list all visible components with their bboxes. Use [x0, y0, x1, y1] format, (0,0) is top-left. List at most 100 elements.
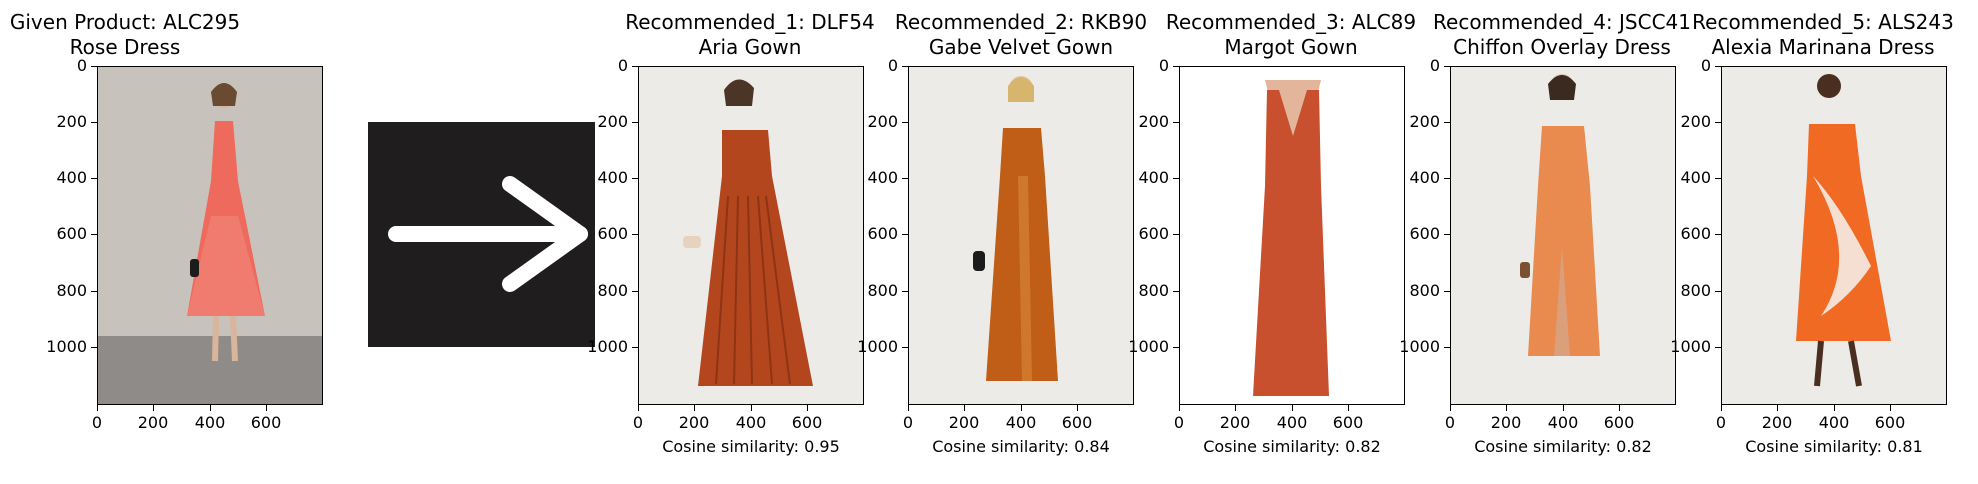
neckline: [1279, 90, 1307, 136]
dress-shape: [698, 130, 813, 386]
panel-title: Recommended_4: JSCC41 Chiffon Overlay Dr…: [1412, 10, 1712, 60]
panel-recommended-4: Recommended_4: JSCC41 Chiffon Overlay Dr…: [1399, 0, 1712, 484]
y-tick-label: 200: [1680, 114, 1721, 130]
panel-title: Recommended_1: DLF54 Aria Gown: [600, 10, 900, 60]
x-tick-label: 200: [1757, 405, 1797, 432]
model-hair: [1008, 77, 1034, 102]
dress-tie-dye: [1813, 176, 1871, 316]
image-axes: 0 200 400 600 800 1000 0 200 400 600: [46, 58, 323, 432]
dress-fade: [187, 216, 265, 316]
y-tick-label: 600: [56, 226, 97, 242]
x-tick-label: 200: [674, 405, 714, 432]
y-tick-label: 0: [888, 58, 908, 74]
y-tick-label: 0: [618, 58, 638, 74]
dress-shape: [1528, 126, 1600, 356]
y-tick-label: 200: [867, 114, 908, 130]
image-axes: 0 200 400 600 800 1000 0 200 400 600: [1128, 58, 1405, 432]
aria-gown-image: [638, 66, 864, 405]
dress-pleats: [715, 195, 791, 385]
panel-recommended-5: Recommended_5: ALS243 Alexia Marinana Dr…: [1670, 0, 1973, 484]
model-hair: [211, 83, 237, 106]
x-tick-label: 0: [77, 405, 117, 432]
image-axes: 0 200 400 600 800 1000 0 200 400 600: [1399, 58, 1676, 432]
handbag: [190, 259, 199, 277]
floor: [97, 336, 323, 405]
clutch: [973, 251, 985, 271]
title-line-2: Gabe Velvet Gown: [928, 35, 1114, 59]
similarity-caption: Cosine similarity: 0.84: [932, 437, 1110, 456]
x-tick-label: 0: [1701, 405, 1741, 432]
y-tick-label: 600: [1409, 226, 1450, 242]
image-axes: 0 200 400 600 800 1000 0 200 400 600: [1670, 58, 1947, 432]
panel-recommended-2: Recommended_2: RKB90 Gabe Velvet Gown 0 …: [857, 0, 1171, 484]
image-axes: 0 200 400 600 800 1000 0 200 400 600: [587, 58, 864, 432]
alexia-marinana-dress-image: [1721, 66, 1947, 405]
x-tick-label: 200: [944, 405, 984, 432]
panel-title: Given Product: ALC295 Rose Dress: [0, 10, 275, 60]
similarity-caption: Cosine similarity: 0.95: [662, 437, 840, 456]
title-line-2: Margot Gown: [1224, 35, 1358, 59]
title-line-1: Recommended_4: JSCC41: [1433, 10, 1691, 34]
y-tick-label: 1000: [1128, 339, 1179, 355]
similarity-caption: Cosine similarity: 0.82: [1203, 437, 1381, 456]
title-line-1: Given Product: ALC295: [9, 10, 241, 34]
y-tick-label: 400: [867, 170, 908, 186]
title-line-2: Aria Gown: [698, 35, 802, 59]
y-tick-label: 1000: [1399, 339, 1450, 355]
y-tick-label: 200: [1138, 114, 1179, 130]
panel-title: Recommended_2: RKB90 Gabe Velvet Gown: [871, 10, 1171, 60]
x-tick-label: 600: [246, 405, 286, 432]
x-tick-label: 400: [1272, 405, 1312, 432]
right-arrow-icon: [388, 176, 588, 292]
x-tick-label: 400: [190, 405, 230, 432]
gabe-velvet-gown-image: [908, 66, 1134, 405]
y-tick-label: 1000: [1670, 339, 1721, 355]
x-tick-label: 200: [133, 405, 173, 432]
x-tick-label: 400: [1001, 405, 1041, 432]
clutch: [683, 236, 701, 248]
x-tick-label: 200: [1215, 405, 1255, 432]
leg-left: [1814, 340, 1824, 387]
similarity-caption: Cosine similarity: 0.82: [1474, 437, 1652, 456]
y-tick-label: 800: [867, 283, 908, 299]
y-tick-label: 0: [77, 58, 97, 74]
model-hair: [1548, 75, 1576, 100]
y-tick-label: 1000: [46, 339, 97, 355]
margot-gown-image: [1179, 66, 1405, 405]
panel-title: Recommended_3: ALC89 Margot Gown: [1141, 10, 1441, 60]
y-tick-label: 400: [597, 170, 638, 186]
x-tick-label: 600: [1870, 405, 1910, 432]
model-head: [1817, 74, 1841, 98]
y-tick-label: 1000: [587, 339, 638, 355]
leg-right: [1848, 340, 1862, 387]
y-tick-label: 600: [597, 226, 638, 242]
y-tick-label: 600: [867, 226, 908, 242]
y-tick-label: 200: [56, 114, 97, 130]
y-tick-label: 0: [1701, 58, 1721, 74]
x-tick-label: 600: [1057, 405, 1097, 432]
y-tick-label: 800: [597, 283, 638, 299]
arrow-panel: [368, 122, 595, 347]
y-tick-label: 0: [1159, 58, 1179, 74]
x-tick-label: 400: [1543, 405, 1583, 432]
overlay-slit: [1554, 246, 1570, 356]
y-tick-label: 800: [1680, 283, 1721, 299]
y-tick-label: 200: [597, 114, 638, 130]
y-tick-label: 0: [1430, 58, 1450, 74]
chiffon-overlay-dress-image: [1450, 66, 1676, 405]
y-tick-label: 600: [1680, 226, 1721, 242]
title-line-1: Recommended_1: DLF54: [625, 10, 875, 34]
handbag: [1520, 262, 1530, 278]
x-tick-label: 0: [888, 405, 928, 432]
x-tick-label: 600: [787, 405, 827, 432]
x-tick-label: 0: [1159, 405, 1199, 432]
y-tick-label: 1000: [857, 339, 908, 355]
x-tick-label: 0: [618, 405, 658, 432]
model-hair: [724, 79, 754, 106]
title-line-2: Rose Dress: [69, 35, 181, 59]
panel-title: Recommended_5: ALS243 Alexia Marinana Dr…: [1673, 10, 1973, 60]
leg-left: [212, 315, 219, 362]
y-tick-label: 800: [1138, 283, 1179, 299]
y-tick-label: 200: [1409, 114, 1450, 130]
dress-shape: [1253, 90, 1329, 396]
